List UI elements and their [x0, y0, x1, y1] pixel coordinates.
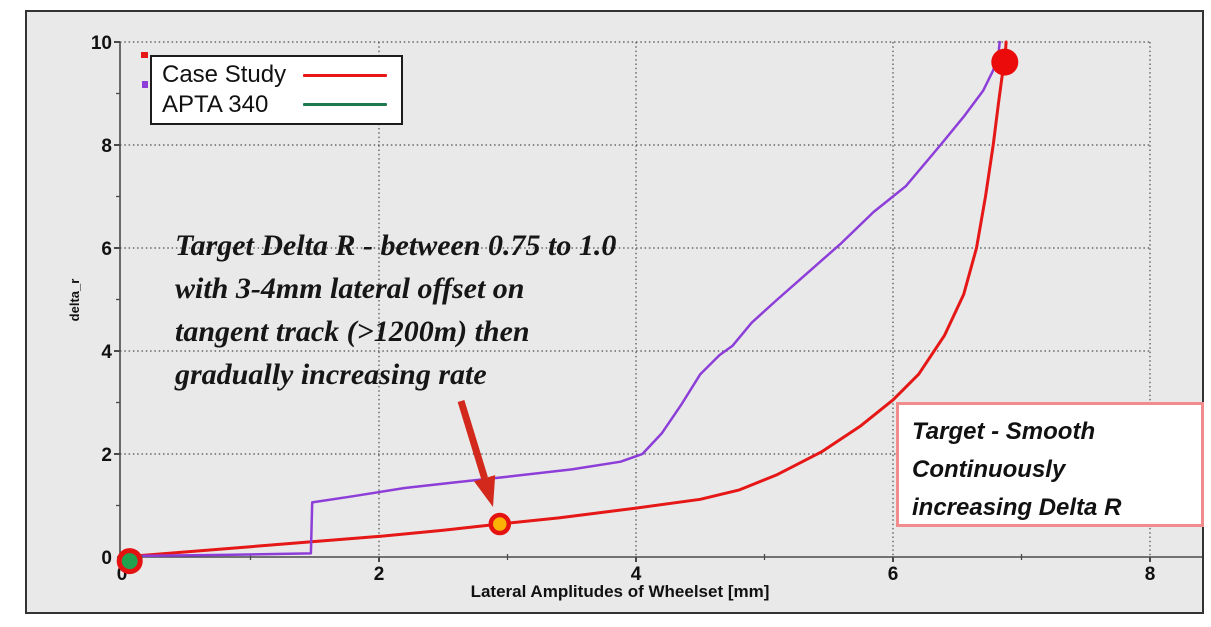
x-tick-label-8: 8: [1145, 564, 1156, 585]
series-curve-0-case-study: [120, 40, 1008, 559]
y-tick-label-4: 4: [101, 342, 112, 363]
legend-item-apta-340: APTA 340: [162, 91, 391, 119]
target-smooth-annotation-box: Target - Smooth Continuously increasing …: [896, 402, 1204, 527]
target-smooth-line-3: increasing Delta R: [912, 494, 1122, 521]
legend-line-sample-case-study: [303, 73, 387, 77]
y-axis-title: delta_r: [67, 279, 82, 322]
target-delta-line-4: gradually increasing rate: [175, 358, 487, 391]
target-smooth-line-1: Target - Smooth: [912, 418, 1096, 445]
legend-label-case-study: Case Study: [162, 61, 287, 89]
y-tick-label-0: 0: [101, 548, 112, 569]
target-delta-line-2: with 3-4mm lateral offset on: [175, 272, 525, 305]
x-tick-label-6: 6: [888, 564, 899, 585]
target-offset-point: [488, 512, 512, 536]
target-delta-annotation: Target Delta R - between 0.75 to 1.0 wit…: [175, 224, 616, 396]
target-delta-line-3: tangent track (>1200m) then: [175, 315, 530, 348]
y-tick-label-8: 8: [101, 136, 112, 157]
legend-label-apta-340: APTA 340: [162, 90, 269, 118]
target-delta-line-1: Target Delta R - between 0.75 to 1.0: [175, 229, 617, 262]
y-tick-label-6: 6: [101, 239, 112, 260]
chart-legend: Case Study APTA 340: [150, 55, 403, 125]
x-tick-label-0: 0: [117, 564, 128, 585]
annotation-arrow-head: [474, 475, 496, 507]
x-tick-label-4: 4: [631, 564, 642, 585]
x-tick-label-2: 2: [374, 564, 385, 585]
series-curve-1-unlabeled-comparison-profile-purple-: [120, 40, 1001, 558]
x-axis-title: Lateral Amplitudes of Wheelset [mm]: [471, 582, 770, 601]
curve-end-point: [991, 48, 1019, 76]
legend-item-case-study: Case Study: [162, 61, 391, 89]
y-tick-label-2: 2: [101, 445, 112, 466]
annotation-arrow-shaft: [457, 399, 488, 480]
purple-artifact-mark: [142, 81, 148, 88]
y-tick-label-10: 10: [91, 33, 112, 54]
red-artifact-mark: [141, 52, 148, 58]
apta-origin-point: [116, 548, 143, 575]
legend-line-sample-apta-340: [303, 103, 387, 107]
target-smooth-line-2: Continuously: [912, 456, 1066, 483]
